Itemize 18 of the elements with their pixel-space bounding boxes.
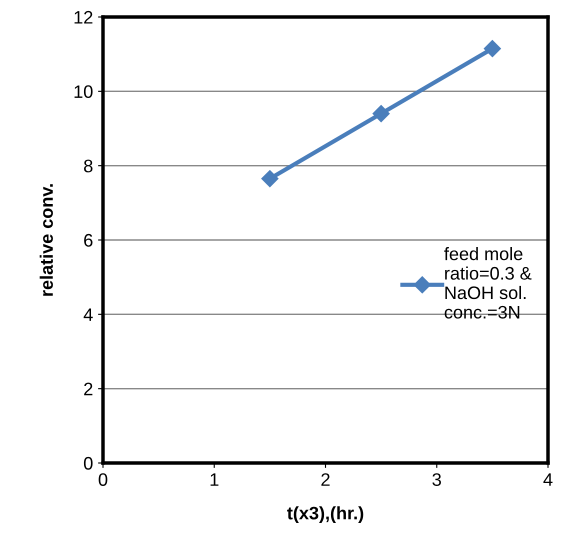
y-tick-label: 6: [84, 234, 92, 247]
y-axis-title: relative conv.: [40, 184, 53, 296]
y-tick-label: 12: [74, 10, 92, 24]
point: [372, 105, 390, 122]
y-tick-label: 2: [84, 382, 92, 396]
y-tick-label: 10: [74, 85, 93, 98]
y-tick-label: 0: [84, 456, 93, 470]
x-tick-label: 4: [543, 473, 552, 486]
legend-label: feed mole ratio=0.3 & NaOH sol. conc.=3N: [444, 247, 532, 319]
y-tick-label: 4: [84, 308, 93, 321]
point: [484, 40, 501, 58]
x-tick-label: 0: [98, 473, 108, 486]
point: [261, 170, 278, 188]
x-tick-label: 2: [321, 473, 330, 486]
x-tick-label: 1: [210, 473, 218, 486]
x-tick-label: 3: [432, 473, 441, 486]
x-axis-title: t(x3),(hr.): [287, 506, 364, 524]
y-tick-label: 8: [84, 160, 92, 172]
